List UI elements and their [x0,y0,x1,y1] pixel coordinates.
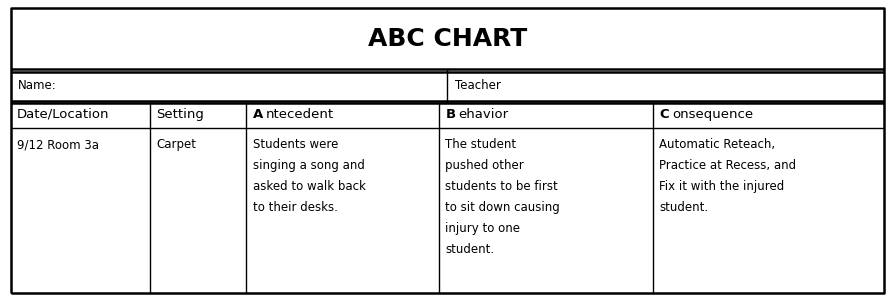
Text: A: A [252,108,263,121]
Text: ABC CHART: ABC CHART [367,27,527,51]
Text: Students were
singing a song and
asked to walk back
to their desks.: Students were singing a song and asked t… [252,138,366,214]
Text: onsequence: onsequence [671,108,752,121]
Text: Setting: Setting [156,108,204,121]
Text: Name:: Name: [18,79,56,91]
Text: 9/12 Room 3a: 9/12 Room 3a [17,138,99,151]
Text: C: C [659,108,669,121]
Text: The student
pushed other
students to be first
to sit down causing
injury to one
: The student pushed other students to be … [445,138,560,256]
Text: B: B [445,108,455,121]
Text: Date/Location: Date/Location [17,108,109,121]
Text: Teacher: Teacher [454,79,500,91]
Text: ntecedent: ntecedent [266,108,333,121]
Text: Carpet: Carpet [156,138,196,151]
Text: Automatic Reteach,
Practice at Recess, and
Fix it with the injured
student.: Automatic Reteach, Practice at Recess, a… [659,138,796,214]
Text: ehavior: ehavior [458,108,508,121]
